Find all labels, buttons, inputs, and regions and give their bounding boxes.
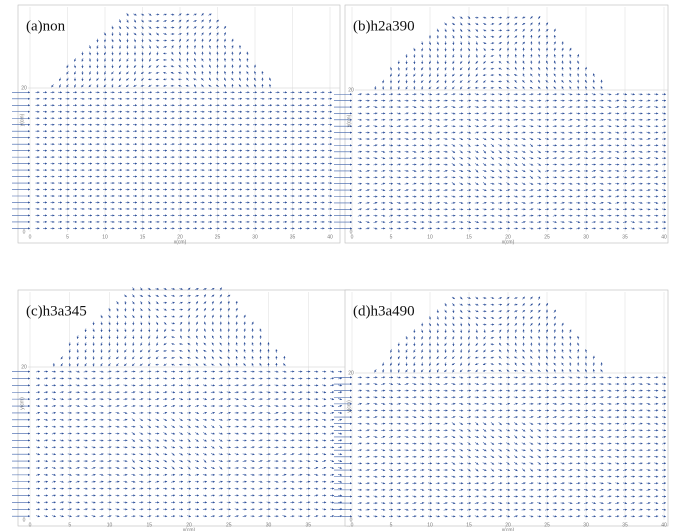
y-tick-label: 20: [348, 87, 354, 93]
x-tick-label: 40: [661, 234, 667, 240]
x-tick-label: 15: [140, 234, 146, 240]
x-tick-label: 0: [29, 234, 32, 240]
x-tick-label: 25: [215, 234, 221, 240]
x-tick-label: 30: [266, 522, 272, 528]
panel: 0510152025303540020x(cm)y(cm)(c)h3a345: [12, 287, 351, 531]
panel-label: (a)non: [26, 18, 66, 34]
y-tick-label: 0: [350, 229, 353, 235]
x-tick-label: 5: [66, 234, 69, 240]
y-tick-label: 0: [23, 229, 26, 235]
x-tick-label: 5: [68, 522, 71, 528]
panel-frame: [18, 5, 340, 243]
panel: 0510152025303540020x(cm)y(cm)(b)h2a390: [334, 5, 668, 245]
y-axis-label: y(cm): [19, 113, 25, 126]
x-tick-label: 30: [583, 234, 589, 240]
x-tick-label: 0: [29, 522, 32, 528]
x-tick-label: 25: [226, 522, 232, 528]
x-tick-label: 10: [107, 522, 113, 528]
x-tick-label: 40: [327, 234, 333, 240]
x-tick-label: 5: [390, 234, 393, 240]
y-axis-label: y(cm): [346, 114, 352, 127]
x-tick-label: 10: [102, 234, 108, 240]
y-tick-label: 20: [21, 364, 27, 370]
x-tick-label: 30: [252, 234, 258, 240]
x-tick-label: 25: [544, 234, 550, 240]
x-tick-label: 10: [427, 234, 433, 240]
x-tick-label: 15: [146, 522, 152, 528]
x-axis-label: x(cm): [502, 239, 515, 245]
x-tick-label: 35: [305, 522, 311, 528]
panel-frame: [18, 290, 350, 526]
y-tick-label: 20: [21, 85, 27, 91]
panel: 0510152025303540020x(cm)y(cm)(a)non: [12, 5, 340, 245]
x-axis-label: x(cm): [183, 527, 196, 531]
x-tick-label: 35: [622, 234, 628, 240]
panel-frame: [345, 5, 668, 243]
y-tick-label: 0: [23, 517, 26, 523]
panel-label: (b)h2a390: [353, 18, 415, 34]
x-tick-label: 35: [290, 234, 296, 240]
x-axis-label: x(cm): [174, 239, 187, 245]
x-tick-label: 15: [466, 234, 472, 240]
